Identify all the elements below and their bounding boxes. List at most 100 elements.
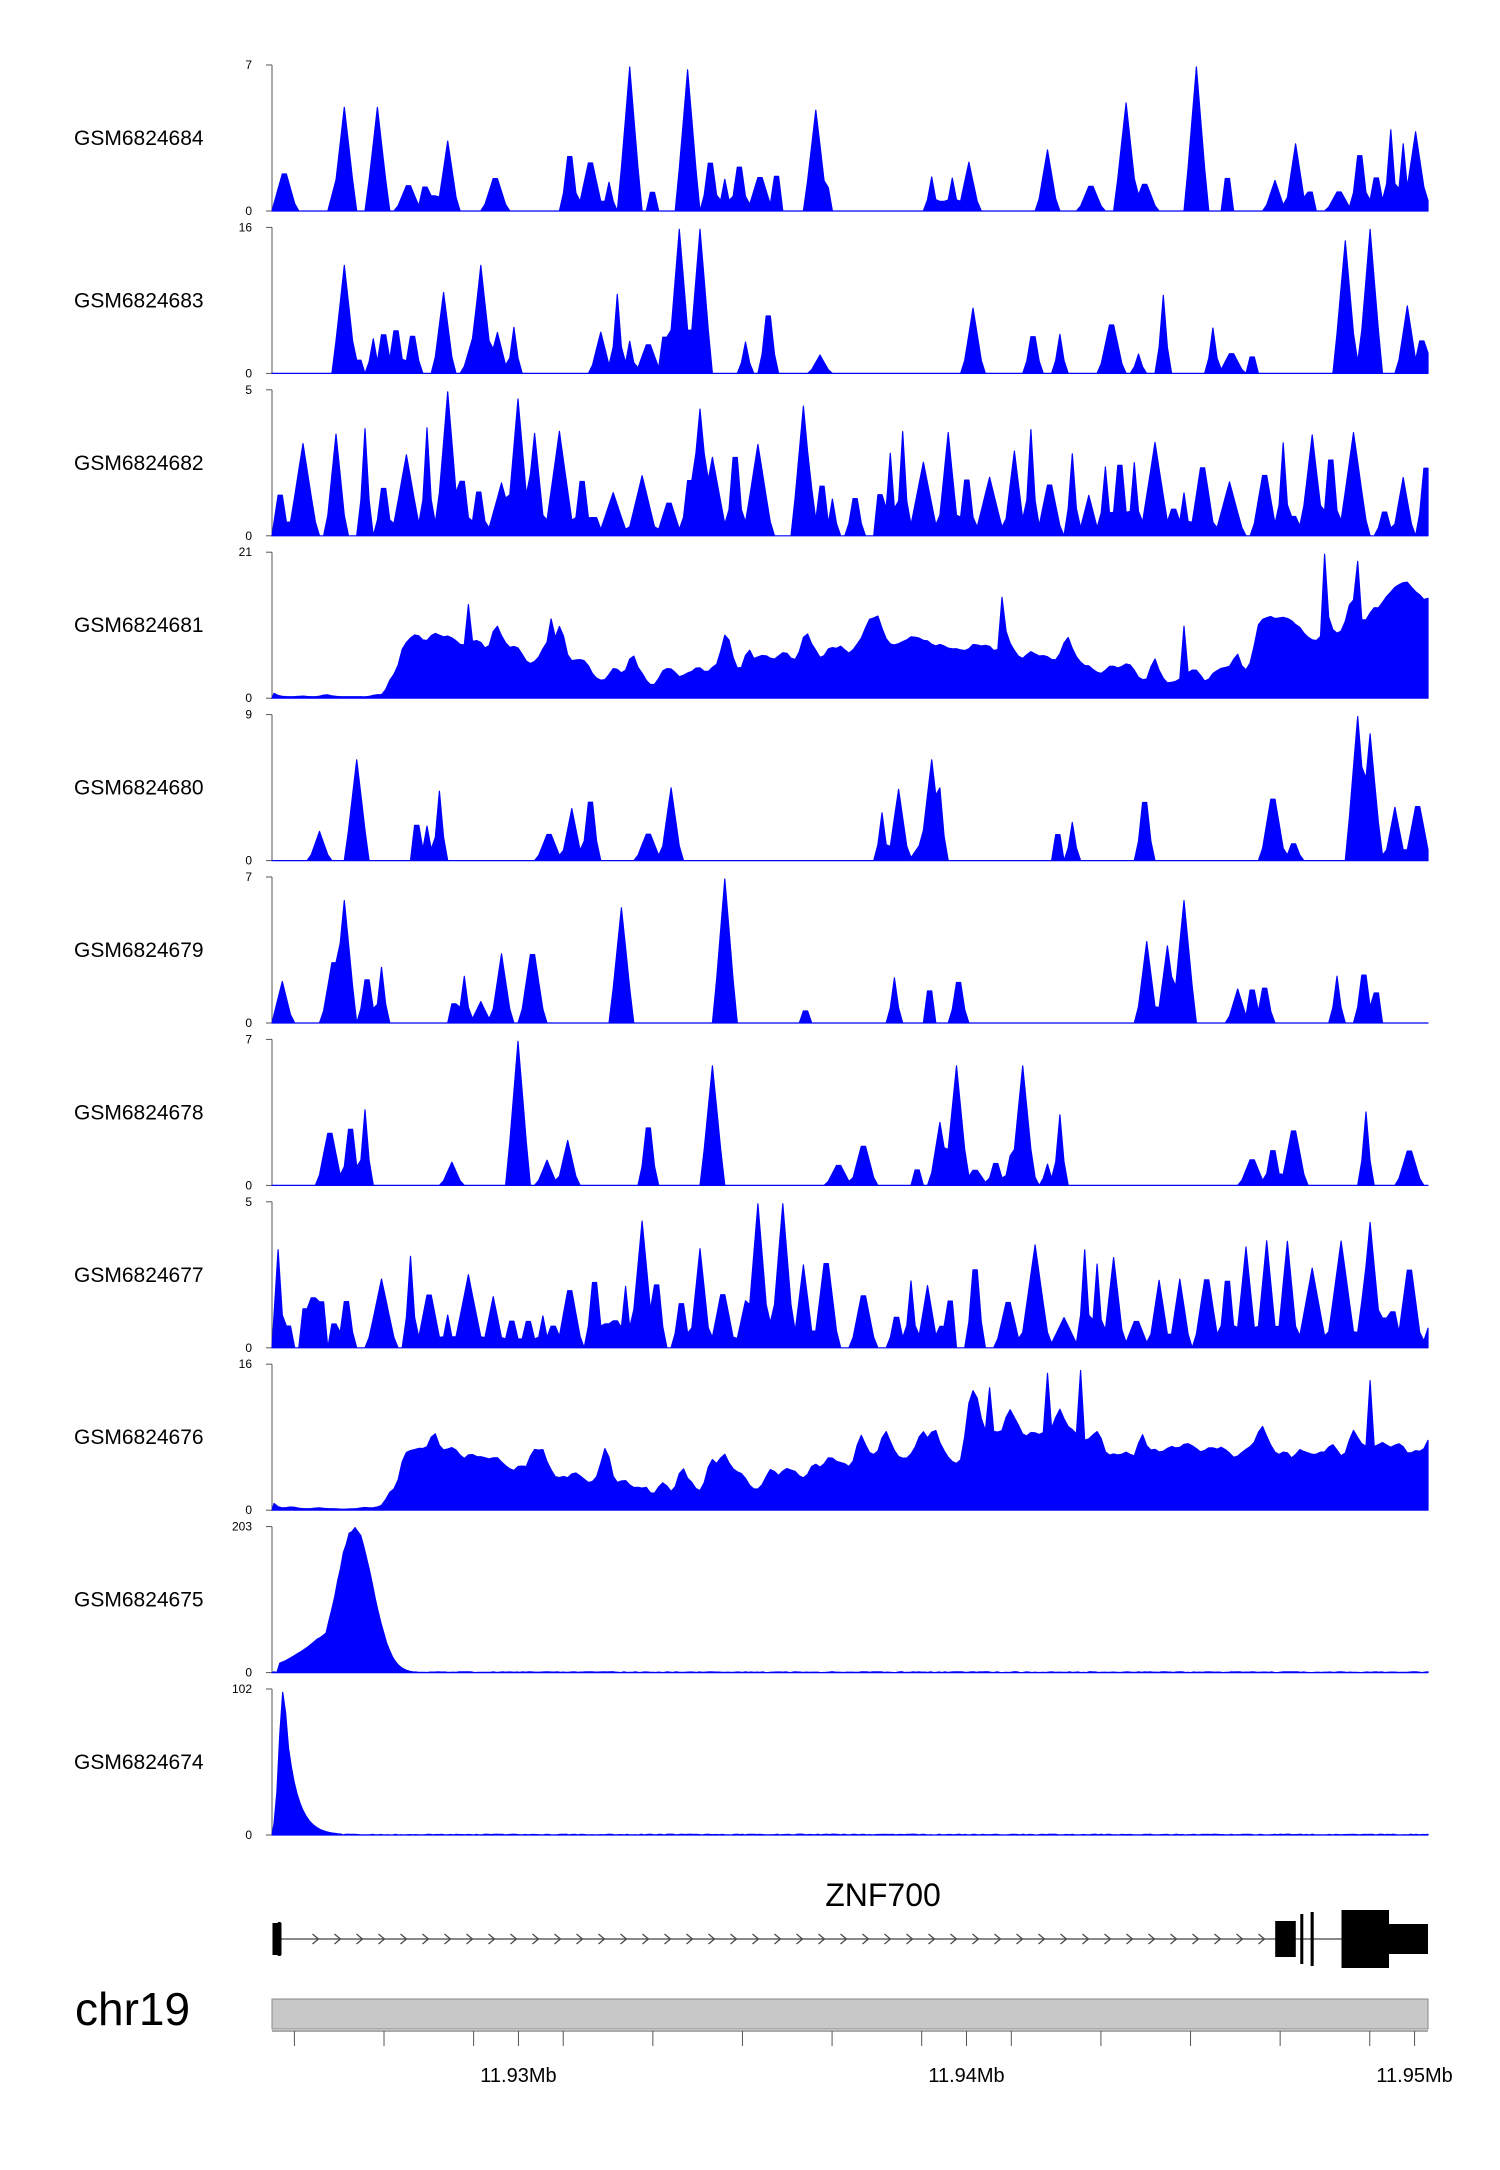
strand-arrow	[1214, 1933, 1222, 1945]
strand-arrow	[1192, 1933, 1200, 1945]
coverage-area	[271, 66, 1429, 212]
axis-tick-label: 11.95Mb	[1376, 2065, 1452, 2087]
strand-arrow	[1148, 1933, 1156, 1945]
y-min-label: 0	[245, 1016, 252, 1030]
gene-exon-first	[272, 1923, 282, 1955]
coverage-area	[271, 1691, 1429, 1836]
y-max-label: 9	[245, 708, 252, 722]
y-max-label: 16	[239, 220, 253, 234]
coverage-area	[271, 228, 1429, 374]
coverage-area	[271, 1203, 1429, 1349]
chromosome-label: chr19	[75, 1983, 190, 2035]
strand-arrow	[642, 1933, 650, 1945]
strand-arrow	[532, 1933, 540, 1945]
strand-arrow	[1016, 1933, 1024, 1945]
coverage-area	[271, 878, 1429, 1024]
y-min-label: 0	[245, 1341, 252, 1355]
gene-annotation-track: ZNF700	[272, 1877, 1428, 1968]
strand-arrow	[774, 1933, 782, 1945]
y-min-label: 0	[245, 854, 252, 868]
gene-exon	[1275, 1921, 1296, 1957]
track-name-label: GSM6824675	[74, 1589, 204, 1612]
coverage-track: GSM6824676 16 0	[74, 1357, 1429, 1517]
coverage-track: GSM6824674 102 0	[74, 1682, 1429, 1842]
track-name-label: GSM6824683	[74, 289, 204, 312]
y-min-label: 0	[245, 529, 252, 543]
gene-exon	[1389, 1924, 1428, 1954]
coverage-track: GSM6824679 7 0	[74, 870, 1429, 1030]
strand-arrow	[598, 1933, 606, 1945]
strand-arrow	[1082, 1933, 1090, 1945]
coverage-track: GSM6824677 5 0	[74, 1195, 1429, 1355]
strand-arrow	[1170, 1933, 1178, 1945]
coverage-area	[271, 716, 1429, 862]
track-name-label: GSM6824681	[74, 614, 204, 637]
track-name-label: GSM6824676	[74, 1426, 204, 1449]
strand-arrow	[752, 1933, 760, 1945]
strand-arrow	[708, 1933, 716, 1945]
strand-arrow	[906, 1933, 914, 1945]
coverage-track: GSM6824680 9 0	[74, 708, 1429, 868]
strand-arrow	[422, 1933, 430, 1945]
genome-axis-track: chr19 11.93Mb 11.94Mb 11.95Mb	[75, 1983, 1453, 2087]
coverage-area	[271, 1040, 1429, 1186]
strand-arrow	[400, 1933, 408, 1945]
gene-name-label: ZNF700	[825, 1877, 941, 1913]
strand-arrow	[1104, 1933, 1112, 1945]
y-min-label: 0	[245, 1503, 252, 1517]
track-name-label: GSM6824684	[74, 127, 204, 150]
strand-arrow	[356, 1933, 364, 1945]
coverage-track: GSM6824681 21 0	[74, 545, 1429, 705]
strand-arrow	[840, 1933, 848, 1945]
strand-arrow	[928, 1933, 936, 1945]
gene-exon	[1341, 1910, 1389, 1968]
y-min-label: 0	[245, 1666, 252, 1680]
track-name-label: GSM6824677	[74, 1264, 204, 1287]
strand-arrow	[444, 1933, 452, 1945]
coverage-area	[271, 553, 1429, 699]
strand-arrow	[312, 1933, 320, 1945]
axis-tick-label: 11.94Mb	[928, 2065, 1004, 2087]
y-max-label: 5	[245, 1195, 252, 1209]
y-min-label: 0	[245, 1178, 252, 1192]
strand-arrow	[1060, 1933, 1068, 1945]
strand-arrow	[488, 1933, 496, 1945]
coverage-track: GSM6824678 7 0	[74, 1032, 1429, 1192]
strand-arrow	[1126, 1933, 1134, 1945]
strand-arrow	[1038, 1933, 1046, 1945]
strand-arrow	[510, 1933, 518, 1945]
y-max-label: 16	[239, 1357, 253, 1371]
y-max-label: 5	[245, 383, 252, 397]
strand-arrow	[994, 1933, 1002, 1945]
strand-arrow	[554, 1933, 562, 1945]
y-max-label: 21	[239, 545, 253, 559]
strand-arrow	[796, 1933, 804, 1945]
strand-arrow	[862, 1933, 870, 1945]
gene-exon	[1300, 1914, 1304, 1964]
strand-arrow	[686, 1933, 694, 1945]
y-max-label: 7	[245, 1032, 252, 1046]
strand-arrow	[972, 1933, 980, 1945]
track-name-label: GSM6824682	[74, 452, 204, 475]
strand-arrow	[818, 1933, 826, 1945]
strand-arrow	[884, 1933, 892, 1945]
coverage-track: GSM6824675 203 0	[74, 1520, 1429, 1680]
y-min-label: 0	[245, 1828, 252, 1842]
y-min-label: 0	[245, 366, 252, 380]
track-name-label: GSM6824678	[74, 1101, 204, 1124]
track-name-label: GSM6824674	[74, 1751, 204, 1774]
y-max-label: 203	[232, 1520, 252, 1534]
strand-arrow	[1258, 1933, 1266, 1945]
y-max-label: 7	[245, 870, 252, 884]
coverage-area	[271, 1527, 1429, 1674]
y-min-label: 0	[245, 691, 252, 705]
track-name-label: GSM6824679	[74, 939, 204, 962]
y-max-label: 7	[245, 58, 252, 72]
strand-arrow	[664, 1933, 672, 1945]
strand-arrow	[466, 1933, 474, 1945]
gene-exon	[1310, 1912, 1314, 1966]
axis-tick-label: 11.93Mb	[480, 2065, 556, 2087]
strand-arrow	[950, 1933, 958, 1945]
y-min-label: 0	[245, 204, 252, 218]
